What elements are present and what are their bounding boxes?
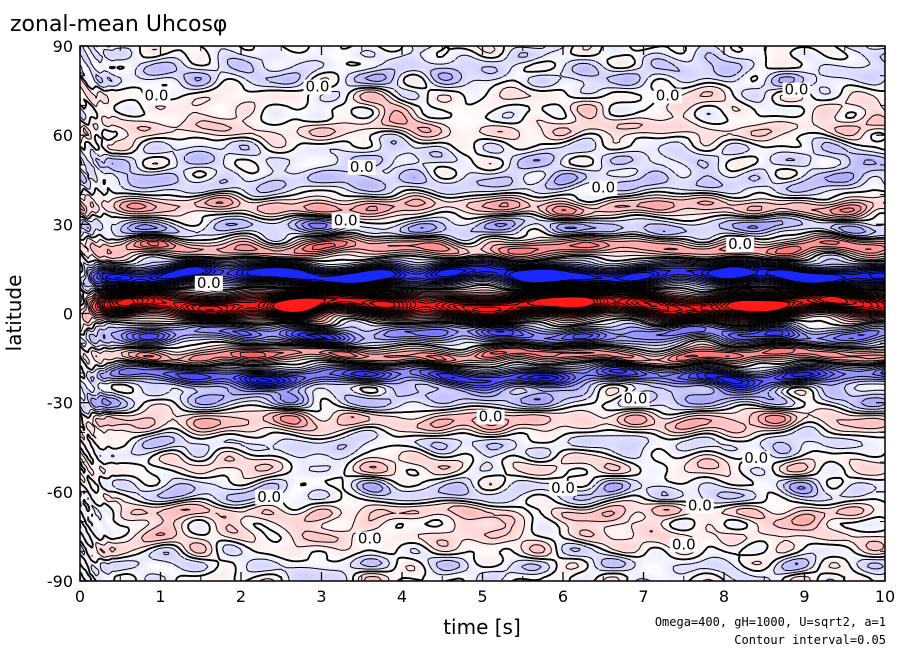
y-tick-label: 90: [53, 37, 73, 56]
contour-line: [115, 295, 849, 313]
contour-label: 0.0: [479, 408, 503, 426]
y-axis-label: latitude: [2, 275, 26, 352]
contour-label-bg: [782, 82, 811, 98]
contour-label: 0.0: [334, 211, 358, 229]
contour-line: [80, 110, 885, 536]
contour-label-bg: [621, 391, 650, 407]
contour-line: [80, 46, 885, 581]
x-tick-label: 5: [477, 587, 487, 606]
contour-label: 0.0: [688, 497, 712, 515]
contour-line: [101, 292, 885, 318]
contour-label: 0.0: [306, 78, 330, 96]
contour-label-bg: [194, 275, 223, 291]
x-tick-label: 0: [75, 587, 85, 606]
contour-label-bg: [589, 180, 618, 196]
contour-line: [88, 201, 885, 427]
contour-label: 0.0: [624, 390, 648, 408]
x-tick-label: 9: [799, 587, 809, 606]
x-tick-label: 7: [638, 587, 648, 606]
contour-line: [111, 294, 857, 315]
contour-line: [99, 291, 885, 319]
contour-line: [90, 207, 885, 361]
contour-label: 0.0: [744, 449, 768, 467]
contour-line: [90, 222, 885, 394]
contour-label-bg: [303, 79, 332, 95]
x-tick-label: 1: [155, 587, 165, 606]
contour-line: [115, 266, 885, 383]
y-axis: -90 -60 -30 0 30 60 90: [47, 37, 885, 591]
contour-line: [101, 264, 885, 387]
y-tick-label: -90: [47, 572, 73, 591]
contour-label-bg: [255, 489, 284, 505]
x-tick-label: 6: [558, 587, 568, 606]
y-tick-label: 30: [53, 215, 73, 234]
parameters-note: Omega=400, gH=1000, U=sqrt2, a=1: [655, 615, 886, 629]
contour-label: 0.0: [257, 488, 281, 506]
contour-line: [99, 263, 885, 389]
contour-label: 0.0: [785, 81, 809, 99]
contour-line: [92, 261, 885, 392]
contour-line: [109, 294, 865, 315]
contour-labels: 0.0 0.0 0.0 0.0 0.0 0.0 0.0 0.0 0.0 0.0 0.0 0.0 0.0 0…: [142, 78, 811, 553]
contour-label: 0.0: [197, 274, 221, 292]
contour-label: 0.0: [728, 235, 752, 253]
contour-label-bg: [347, 159, 376, 175]
contour-line: [98, 291, 885, 319]
contour-line: [91, 241, 885, 359]
contour-line: [80, 72, 885, 566]
contour-label: 0.0: [672, 535, 696, 553]
contour-label-bg: [142, 88, 171, 104]
contour-line: [103, 292, 880, 317]
contour-line: [105, 265, 885, 385]
contour-line: [106, 293, 874, 316]
x-tick-label: 3: [316, 587, 326, 606]
x-tick-label: 10: [875, 587, 895, 606]
contour-lines: [80, 46, 885, 581]
contour-label: 0.0: [591, 179, 615, 197]
x-tick-label: 2: [236, 587, 246, 606]
contour-label-bg: [331, 213, 360, 229]
contour-label-bg: [355, 531, 384, 547]
contour-label-bg: [549, 480, 577, 496]
contour-line: [80, 46, 885, 581]
contour-label-bg: [669, 537, 698, 553]
x-tick-label: 8: [719, 587, 729, 606]
contour-label-bg: [476, 409, 505, 425]
contour-label: 0.0: [145, 87, 169, 105]
y-tick-label: -30: [47, 394, 73, 413]
contour-label: 0.0: [551, 479, 575, 497]
x-axis-label: time [s]: [443, 615, 521, 639]
contour-line: [96, 290, 885, 320]
contour-label: 0.0: [358, 529, 382, 547]
contour-label-bg: [685, 498, 714, 514]
y-tick-label: 0: [63, 305, 73, 324]
chart-title: zonal-mean Uhcosφ: [10, 12, 227, 37]
contour-line: [80, 91, 885, 581]
contour-label-bg: [653, 88, 682, 104]
contour-interval-note: Contour interval=0.05: [734, 633, 886, 647]
x-tick-label: 4: [397, 587, 407, 606]
contour-line: [96, 262, 885, 390]
contour-label-bg: [742, 451, 771, 467]
y-tick-label: 60: [53, 126, 73, 145]
y-tick-label: -60: [47, 483, 73, 502]
x-axis: 0 1 2 3 4 5 6 7 8 9 10: [75, 46, 895, 606]
contour-label: 0.0: [350, 158, 374, 176]
contour-line: [88, 220, 885, 490]
contour-label-bg: [726, 237, 755, 253]
contour-line: [94, 290, 885, 321]
contour-label: 0.0: [656, 87, 680, 105]
